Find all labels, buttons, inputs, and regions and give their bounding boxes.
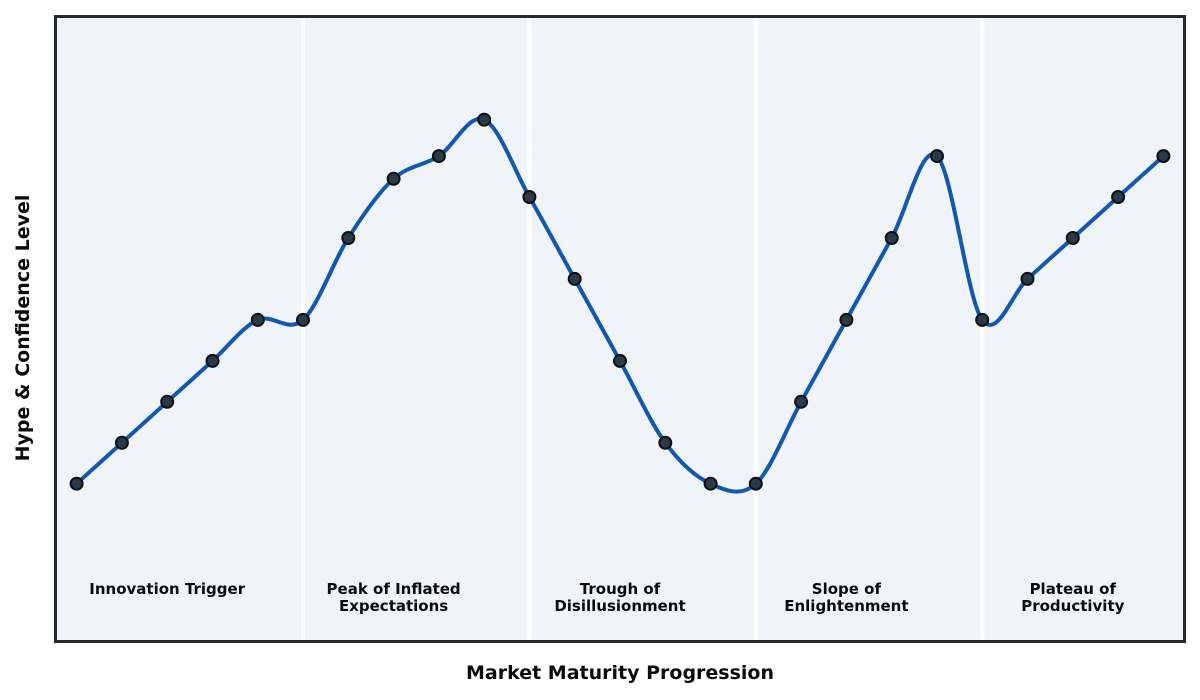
data-point	[205, 353, 220, 368]
phase-label-plateau-of-productivity: Plateau of Productivity	[1021, 581, 1124, 615]
data-point	[567, 271, 582, 286]
y-axis-label: Hype & Confidence Level	[12, 194, 34, 462]
phase-label-line: Trough of	[579, 580, 661, 598]
phase-divider	[527, 15, 532, 643]
data-point	[341, 231, 356, 245]
phase-label-line: Slope of	[811, 580, 881, 598]
data-point	[1111, 190, 1126, 204]
data-point	[160, 394, 175, 409]
data-point	[296, 312, 310, 327]
plot-background	[54, 15, 1186, 643]
data-point	[839, 312, 854, 327]
x-axis-label: Market Maturity Progression	[465, 662, 775, 684]
phase-divider	[301, 15, 306, 643]
data-point	[930, 149, 944, 164]
phase-label-line: Productivity	[1021, 597, 1125, 615]
phase-label-line: Plateau of	[1029, 580, 1117, 598]
hype-cycle-chart	[54, 15, 1186, 643]
phase-label-line: Peak of Inflated	[326, 580, 461, 598]
phase-divider	[753, 15, 758, 643]
data-point	[794, 394, 809, 409]
plot-border	[54, 15, 1186, 643]
phase-label-peak-of-inflated-expectations: Peak of Inflated Expectations	[327, 581, 461, 615]
phase-label-innovation-trigger: Innovation Trigger	[89, 581, 245, 598]
data-point	[1065, 231, 1080, 245]
phase-label-line: Disillusionment	[554, 597, 686, 615]
phase-label-line: Expectations	[338, 597, 449, 615]
data-point	[658, 435, 673, 450]
phase-label-slope-of-enlightenment: Slope of Enlightenment	[784, 581, 908, 615]
data-point	[748, 476, 763, 491]
data-point	[386, 171, 401, 186]
data-point	[1156, 149, 1171, 164]
phase-divider	[980, 15, 985, 643]
data-point	[477, 112, 492, 127]
data-point	[69, 476, 84, 491]
data-point	[975, 312, 990, 327]
data-point	[613, 353, 627, 368]
phase-label-trough-of-disillusionment: Trough of Disillusionment	[554, 581, 685, 615]
data-point	[884, 231, 899, 245]
data-point	[114, 435, 129, 450]
data-point	[522, 190, 537, 204]
data-point	[703, 476, 718, 491]
phase-label-line: Enlightenment	[784, 597, 909, 615]
phase-label-line: Innovation Trigger	[89, 580, 246, 598]
data-point	[1020, 271, 1035, 286]
data-point	[250, 312, 265, 327]
hype-curve	[74, 116, 1166, 494]
data-point	[431, 149, 446, 164]
plot-area: Innovation Trigger Peak of Inflated Expe…	[54, 15, 1186, 643]
